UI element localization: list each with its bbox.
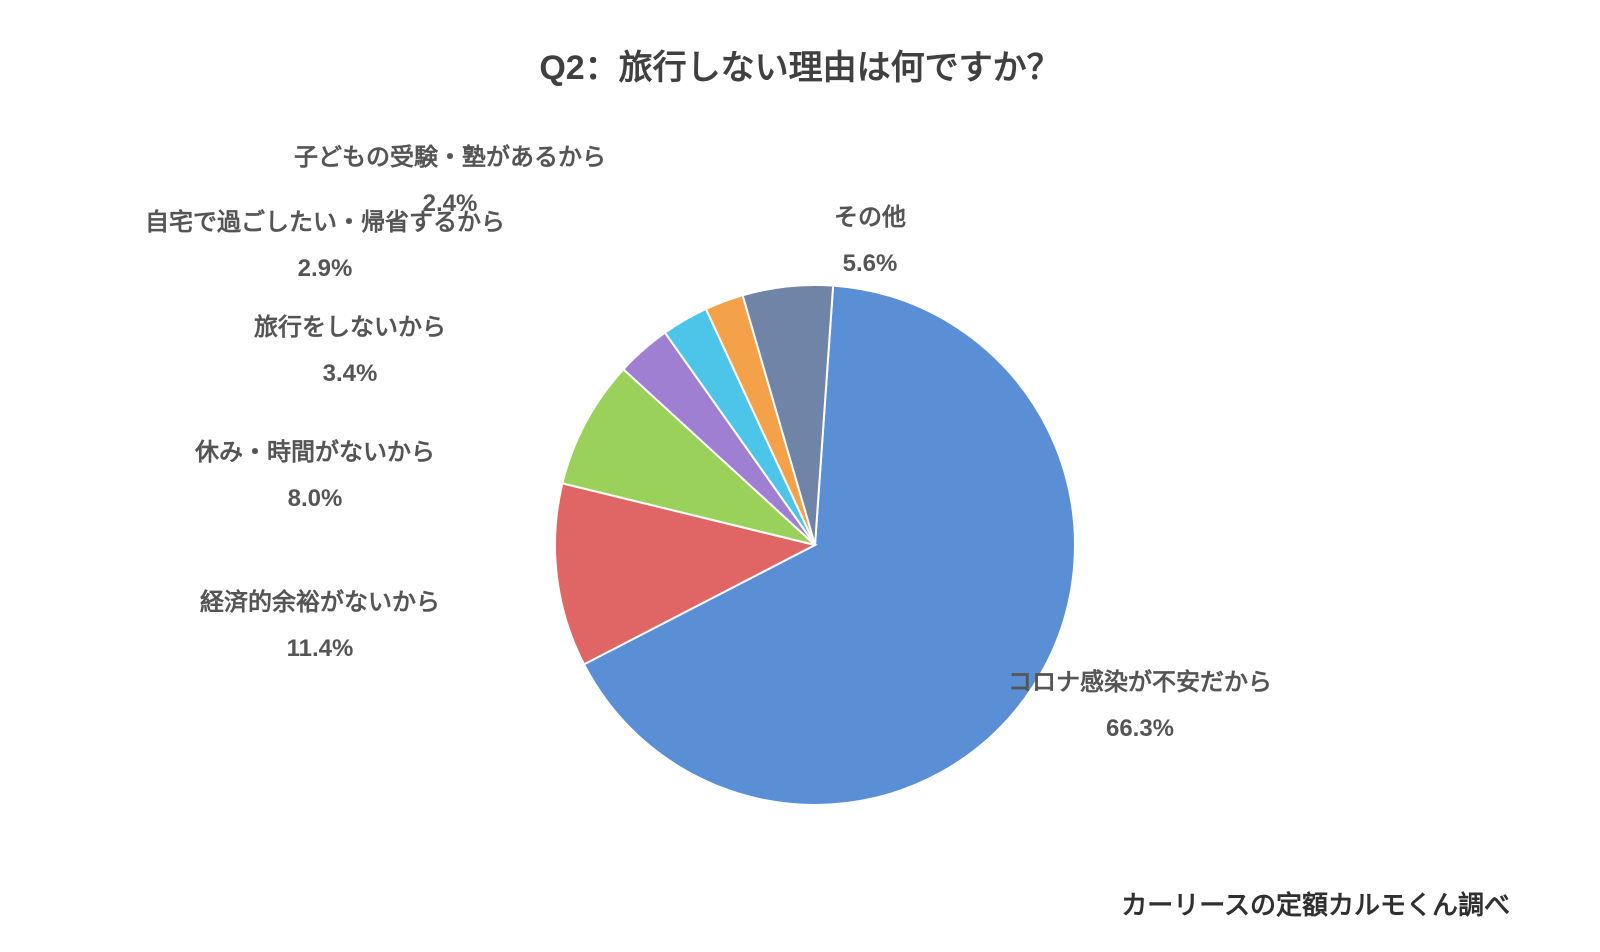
slice-label: コロナ感染が不安だから66.3% — [1008, 660, 1272, 751]
slice-label-percent: 3.4% — [254, 351, 446, 397]
chart-footer: カーリースの定額カルモくん調べ — [1121, 885, 1510, 922]
slice-label: 子どもの受験・塾があるから2.4% — [294, 135, 606, 226]
slice-label-percent: 11.4% — [200, 626, 440, 672]
slice-label-text: その他 — [834, 195, 906, 241]
slice-label-text: 旅行をしないから — [254, 305, 446, 351]
slice-label-text: 休み・時間がないから — [195, 430, 435, 476]
slice-label-percent: 8.0% — [195, 476, 435, 522]
slice-label-percent: 2.4% — [294, 181, 606, 227]
slice-label-text: コロナ感染が不安だから — [1008, 660, 1272, 706]
slice-label-percent: 2.9% — [145, 246, 505, 292]
slice-label-text: 経済的余裕がないから — [200, 580, 440, 626]
slice-label: 旅行をしないから3.4% — [254, 305, 446, 396]
slice-label-text: 子どもの受験・塾があるから — [294, 135, 606, 181]
slice-label: 休み・時間がないから8.0% — [195, 430, 435, 521]
slice-label-percent: 5.6% — [834, 241, 906, 287]
slice-label: その他5.6% — [834, 195, 906, 286]
slice-label-percent: 66.3% — [1008, 706, 1272, 752]
slice-label: 経済的余裕がないから11.4% — [200, 580, 440, 671]
